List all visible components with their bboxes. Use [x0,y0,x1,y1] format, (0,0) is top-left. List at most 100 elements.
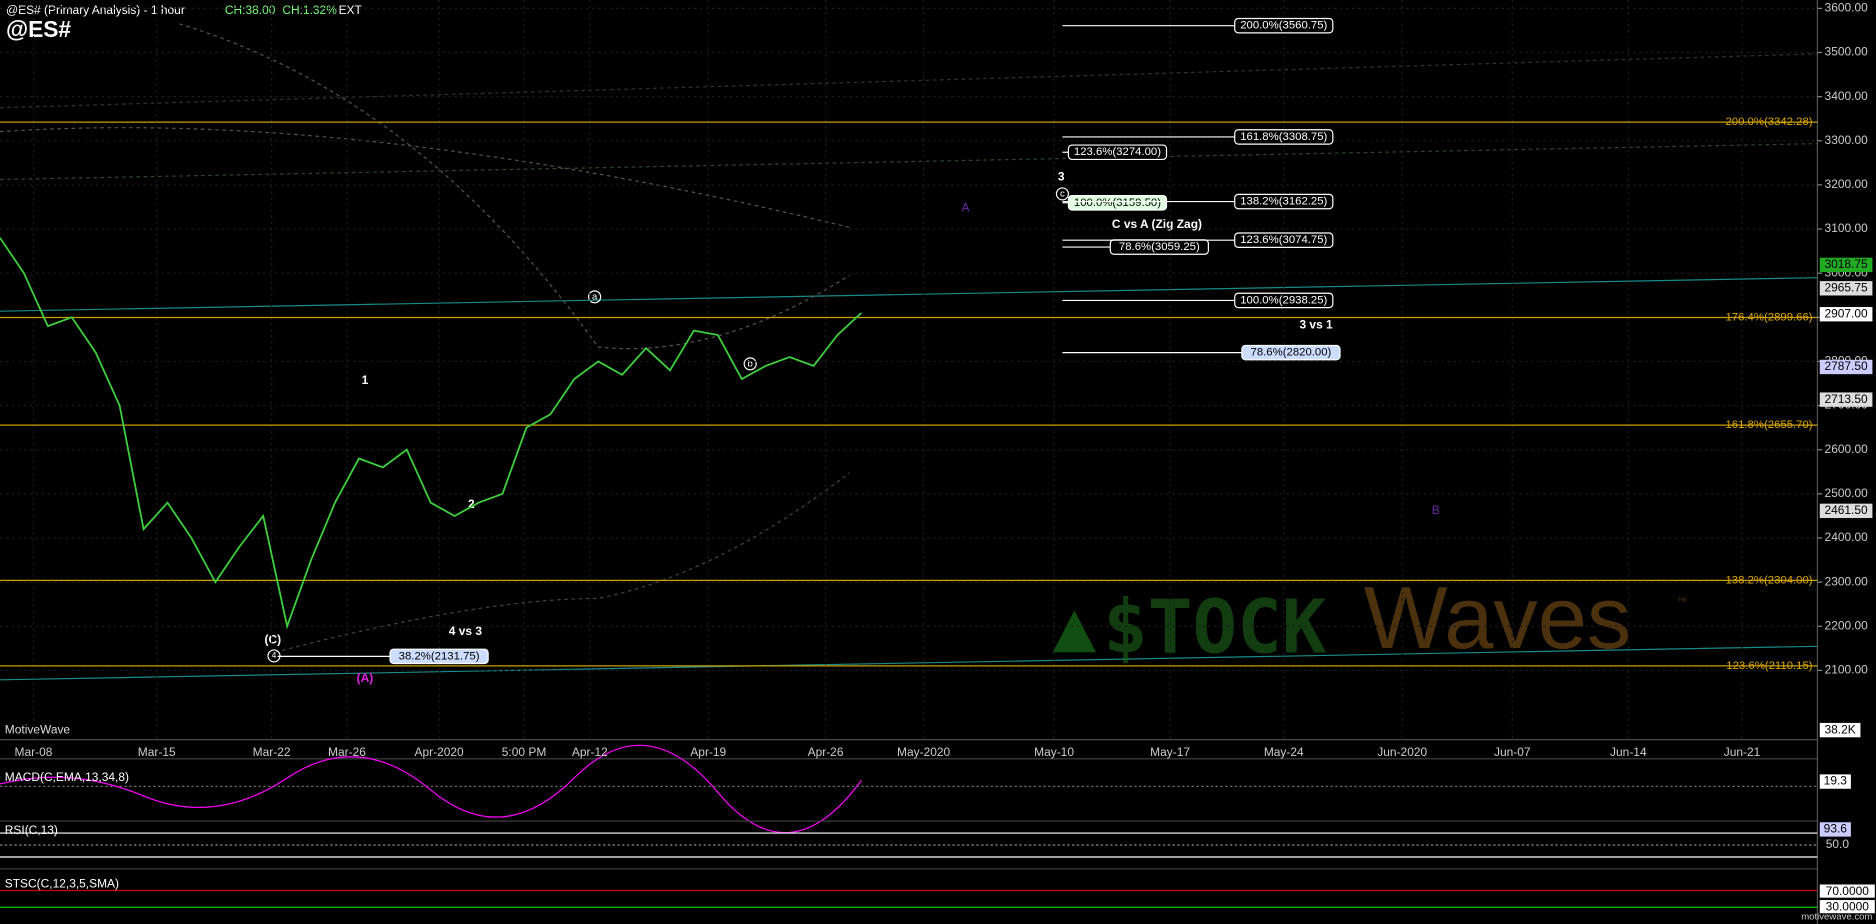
rsi-title: RSI(C,13) [5,823,58,837]
channels [0,23,1818,681]
symbol: @ES# [6,16,71,42]
x-tick-label: Mar-22 [253,745,291,759]
channel [0,53,1818,109]
wave-label: 4 vs 3 [449,624,483,638]
wave-label: b [747,358,752,369]
fib-label: 78.6%(3059.25) [1119,241,1200,253]
wave-circle [1055,187,1070,201]
y-tick-label: 2100.00 [1825,663,1869,677]
fib-level-label: 123.6%(2110.15) [1726,660,1813,672]
y-tick-label: 2600.00 [1825,442,1869,456]
y-tick-label: 2300.00 [1825,574,1869,588]
indicators: MACD(C,EMA,13,34,8) 19.3 RSI(C,13) 93.6 … [0,744,1875,922]
x-tick-label: Apr-12 [572,745,608,759]
price-label: 2907.00 [1824,306,1868,320]
fib-box [1067,195,1168,211]
stsc-hi-label: 70.0000 [1826,884,1870,898]
change: CH:38.00 [225,3,276,17]
macd-line [0,744,862,834]
x-tick-label: May-10 [1034,745,1074,759]
fib-box [389,648,489,665]
macd-title: MACD(C,EMA,13,34,8) [5,770,129,784]
wave-label: 2 [468,497,475,511]
wave-label: 4 [272,650,277,660]
price-label: 3018.75 [1824,257,1868,271]
wave-label: 1 [362,373,369,387]
x-tick-label: May-17 [1150,745,1190,759]
fib-box [1234,232,1334,248]
rsi-mid-label: 50.0 [1826,837,1850,851]
price-box [1819,392,1873,407]
x-tick-label: Mar-08 [15,745,53,759]
x-tick-label: Jun-14 [1610,745,1647,759]
fib-box [1067,144,1168,161]
fib-label: 138.2%(3162.25) [1240,196,1327,208]
price-label: 2713.50 [1824,392,1868,406]
channel [179,23,850,350]
x-tick-label: Apr-26 [808,745,844,759]
price-box [1819,281,1873,296]
brand: MotiveWave [5,722,71,736]
x-tick-label: May-24 [1264,745,1304,759]
fib-label: 38.2%(2131.75) [399,650,480,662]
stsc-title: STSC(C,12,3,5,SMA) [5,877,119,891]
fib-label: 100.0%(3159.50) [1074,197,1161,209]
watermark-waves: Waves [1364,568,1631,667]
y-tick-label: 2200.00 [1825,618,1869,632]
fib-level-label: 138.2%(2304.00) [1725,574,1812,586]
stsc-lo-label: 30.0000 [1826,899,1870,913]
fib-label: 123.6%(3274.00) [1074,146,1161,158]
x-tick-label: Mar-15 [138,745,176,759]
price-line [0,237,863,630]
channel [0,143,1818,181]
fib-box [1234,129,1334,145]
wave-label: 3 vs 1 [1299,318,1333,332]
value-box [1819,900,1875,914]
wave-label: 3 [1058,169,1065,183]
fib-label: 123.6%(3074.75) [1240,234,1327,246]
price-label: 2965.75 [1824,280,1868,294]
y-tick-label: 3500.00 [1825,45,1869,59]
channel [0,277,1818,312]
fib-level-label: 161.8%(2655.70) [1725,419,1812,431]
x-tick-label: Jun-07 [1494,745,1531,759]
x-tick-label: Apr-19 [690,745,726,759]
fib-box [1234,193,1334,210]
fib-label: 200.0%(3560.75) [1240,20,1327,32]
volume: 38.2K [1824,722,1855,736]
x-tick-label: Jun-2020 [1377,745,1427,759]
macd-value: 19.3 [1824,774,1848,788]
fib-level-label: 200.0%(3342.28) [1725,116,1812,128]
rsi-value: 93.6 [1824,822,1848,836]
channel [275,472,850,653]
wave-label: B [1432,503,1440,517]
y-tick-label: 2500.00 [1825,486,1869,500]
x-tick-label: Jun-21 [1724,745,1761,759]
value-box [1819,884,1875,898]
title: @ES# (Primary Analysis) - 1 hour [6,3,185,17]
value-box [1819,774,1851,789]
price-box [1819,359,1873,375]
volume-box [1819,722,1861,738]
wave-label: c [1060,188,1065,199]
wave-label: C vs A (Zig Zag) [1112,217,1202,231]
x-tick-label: May-2020 [897,745,950,759]
price-box [1819,257,1873,273]
wave-label: (C) [264,632,281,646]
fib-label: 161.8%(3308.75) [1240,131,1327,143]
fib-label: 78.6%(2820.00) [1251,347,1332,359]
logo-arrow [1052,610,1096,653]
x-tick-label: 5:00 PM [502,745,547,759]
site: motivewave.com [1801,911,1872,922]
y-tick-label: 3400.00 [1825,89,1869,103]
fib-level-label: 176.4%(2899.66) [1725,311,1812,323]
fib-label: 100.0%(2938.25) [1240,294,1327,306]
price-box [1819,503,1873,519]
fib-box [1234,292,1334,309]
wave-label: A [962,200,970,214]
y-tick-label: 3300.00 [1825,133,1869,147]
watermark: $TOCK Waves ™ [1052,568,1687,670]
fib-box [1234,17,1334,34]
